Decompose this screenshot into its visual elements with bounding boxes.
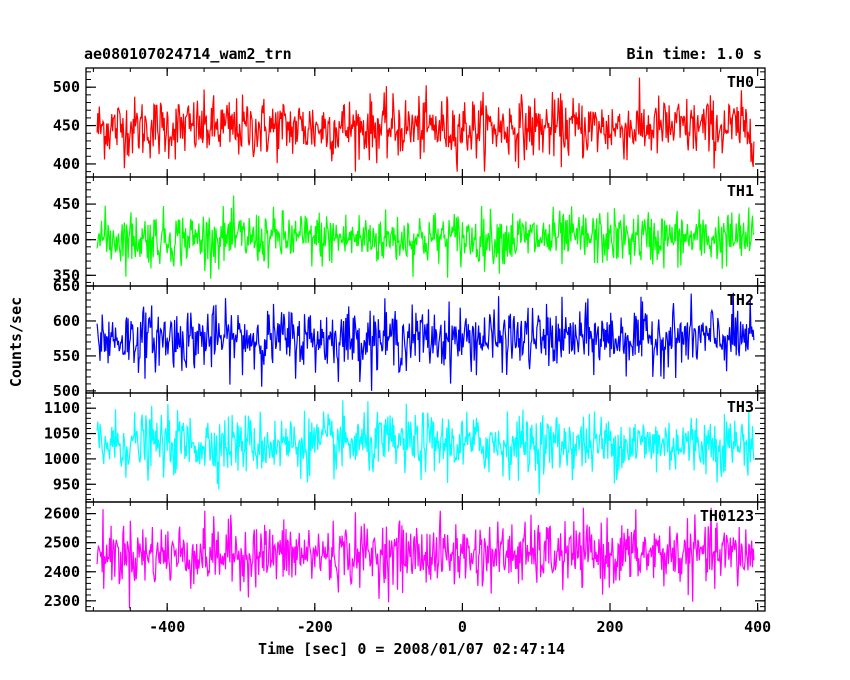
series-line-th2 bbox=[96, 292, 755, 391]
x-tick-label: 200 bbox=[596, 618, 623, 636]
panel-label-th1: TH1 bbox=[727, 182, 754, 200]
bin-time-label: Bin time: 1.0 s bbox=[626, 45, 762, 63]
y-tick-label: 2600 bbox=[44, 505, 80, 523]
panel-label-th0: TH0 bbox=[727, 73, 754, 91]
y-tick-label: 550 bbox=[53, 347, 80, 365]
panel-label-th3: TH3 bbox=[727, 398, 754, 416]
y-tick-label: 400 bbox=[53, 231, 80, 249]
y-tick-label: 600 bbox=[53, 312, 80, 330]
y-tick-label: 450 bbox=[53, 195, 80, 213]
y-tick-label: 1100 bbox=[44, 399, 80, 417]
y-tick-label: 2500 bbox=[44, 534, 80, 552]
y-tick-label: 650 bbox=[53, 277, 80, 295]
y-tick-label: 1000 bbox=[44, 450, 80, 468]
y-tick-label: 2400 bbox=[44, 563, 80, 581]
series-line-th3 bbox=[96, 400, 755, 495]
x-tick-label: 0 bbox=[458, 618, 467, 636]
y-tick-label: 1050 bbox=[44, 425, 80, 443]
series-line-th0 bbox=[96, 77, 755, 172]
y-tick-label: 350 bbox=[53, 266, 80, 284]
x-tick-label: 400 bbox=[744, 618, 771, 636]
series-line-th0123 bbox=[96, 507, 755, 609]
y-tick-label: 450 bbox=[53, 117, 80, 135]
y-tick-label: 500 bbox=[53, 78, 80, 96]
panel-label-th2: TH2 bbox=[727, 291, 754, 309]
x-tick-label: -200 bbox=[297, 618, 333, 636]
y-tick-label: 400 bbox=[53, 155, 80, 173]
x-axis-label: Time [sec] 0 = 2008/01/07 02:47:14 bbox=[258, 640, 566, 658]
y-tick-label: 950 bbox=[53, 475, 80, 493]
chart-title: ae080107024714_wam2_trn bbox=[84, 45, 292, 63]
series-line-th1 bbox=[96, 195, 755, 279]
panel-label-th0123: TH0123 bbox=[700, 507, 754, 525]
panel-frame-th3 bbox=[85, 392, 766, 503]
y-axis-label: Counts/sec bbox=[7, 296, 25, 388]
x-tick-label: -400 bbox=[149, 618, 185, 636]
y-tick-label: 2300 bbox=[44, 592, 80, 610]
y-tick-label: 500 bbox=[53, 382, 80, 400]
